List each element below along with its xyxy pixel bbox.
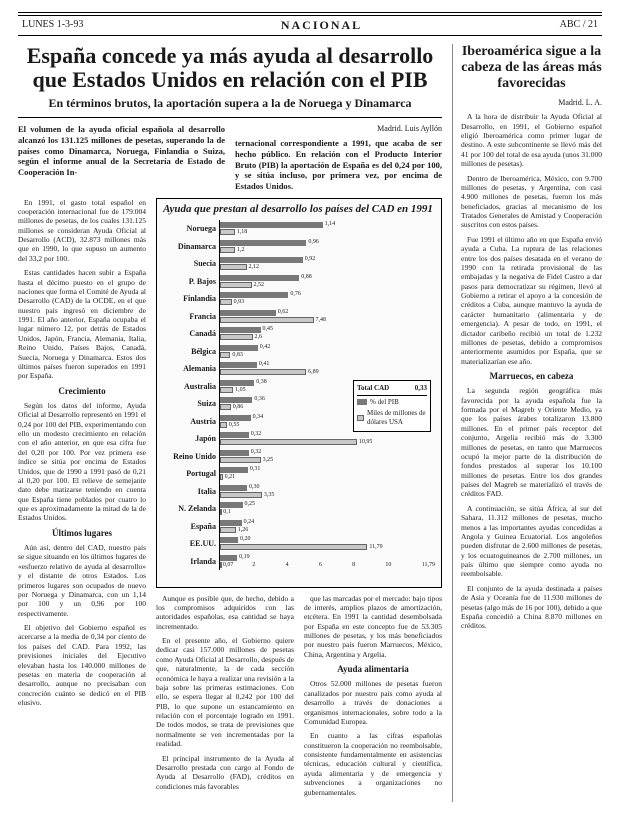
body-text: Fue 1991 el último año en que España env… [461, 235, 602, 366]
chart-row: Suecia0,922,12 [161, 255, 435, 273]
subhead-ultimos: Últimos lugares [18, 528, 146, 539]
chart-country-label: N. Zelanda [161, 504, 219, 514]
chart-bars: 0,961,2 [219, 238, 435, 256]
chart-bars: 0,190,07 [219, 553, 435, 571]
chart-row: Finlandia0,760,93 [161, 290, 435, 308]
body-text: Según los datos del informe, Ayuda Ofici… [18, 401, 146, 523]
chart-row: EE.UU.0,2011,79 [161, 535, 435, 553]
chart-country-label: Austria [161, 417, 219, 427]
chart-country-label: Italia [161, 487, 219, 497]
chart-bars: 0,760,93 [219, 290, 435, 308]
chart-country-label: Alemania [161, 364, 219, 374]
chart-bars: 1,141,18 [219, 220, 435, 238]
sidebar-column: Iberoamérica sigue a la cabeza de las ár… [452, 44, 602, 802]
body-text: Dentro de Iberoamérica, México, con 9.70… [461, 174, 602, 230]
chart-country-label: Canadá [161, 329, 219, 339]
page-number: ABC / 21 [560, 19, 598, 32]
subhead-ayuda: Ayuda alimentaria [304, 664, 442, 675]
chart-country-label: Suiza [161, 399, 219, 409]
body-text: A la hora de distribuir la Ayuda Oficial… [461, 112, 602, 168]
chart-bars: 0,882,52 [219, 273, 435, 291]
article-column-2: Aunque es posible que, de hecho, debido … [156, 594, 294, 802]
chart-country-label: P. Bajos [161, 277, 219, 287]
chart-legend: Total CAD 0,33% del PIBMiles de millones… [353, 380, 431, 432]
chart-row: Alemania0,416,89 [161, 360, 435, 378]
subhead-marruecos: Marruecos, en cabeza [461, 371, 602, 382]
lead-paragraph-1: El volumen de la ayuda oficial española … [18, 124, 225, 177]
chart-bars: 0,627,48 [219, 308, 435, 326]
body-text: La segunda región geográfica más favorec… [461, 386, 602, 499]
section-name: NACIONAL [281, 18, 362, 33]
chart-bars: 0,416,89 [219, 360, 435, 378]
chart-row: P. Bajos0,882,52 [161, 273, 435, 291]
chart-row: Noruega1,141,18 [161, 220, 435, 238]
body-text: A continuación, se sitúa África, al sur … [461, 504, 602, 579]
chart-row: España0,241,26 [161, 518, 435, 536]
chart-container: Ayuda que prestan al desarrollo los país… [156, 198, 442, 588]
chart-row: Dinamarca0,961,2 [161, 238, 435, 256]
chart-bars: 0,323,25 [219, 448, 435, 466]
chart-country-label: España [161, 522, 219, 532]
chart-bars: 0,2011,79 [219, 535, 435, 553]
chart-row: Irlanda0,190,07 [161, 553, 435, 571]
side-byline: Madrid. L. A. [461, 98, 602, 108]
chart-row: Canadá0,452,6 [161, 325, 435, 343]
chart-row: Japón0,3210,95 [161, 430, 435, 448]
chart-country-label: Portugal [161, 469, 219, 479]
article-column-1: En 1991, el gasto total español en coope… [18, 198, 146, 802]
chart-country-label: Bélgica [161, 347, 219, 357]
chart-bars: 0,420,83 [219, 343, 435, 361]
main-headline: España concede ya más ayuda al desarroll… [18, 44, 442, 92]
chart-country-label: Finlandia [161, 294, 219, 304]
body-text: El principal instrumento de la Ayuda al … [156, 754, 294, 792]
body-text: Aún así, dentro del CAD, nuestro país se… [18, 543, 146, 618]
article-column-3: que las marcadas por el mercado: bajo ti… [304, 594, 442, 802]
body-text: El objetivo del Gobierno español es acer… [18, 623, 146, 707]
chart-country-label: Dinamarca [161, 242, 219, 252]
chart-row: Bélgica0,420,83 [161, 343, 435, 361]
chart-area: Noruega1,141,18Dinamarca0,961,2Suecia0,9… [161, 220, 435, 560]
lead-paragraph-2: ternacional correspondiente a 1991, que … [235, 138, 442, 191]
chart-bars: 0,452,6 [219, 325, 435, 343]
masthead: LUNES 1-3-93 NACIONAL ABC / 21 [18, 15, 602, 36]
chart-bars: 0,3210,95 [219, 430, 435, 448]
side-headline: Iberoamérica sigue a la cabeza de las ár… [461, 44, 602, 92]
chart-country-label: Noruega [161, 224, 219, 234]
chart-country-label: Suecia [161, 259, 219, 269]
chart-country-label: Francia [161, 312, 219, 322]
body-text: Estas cantidades hacen subir a España ha… [18, 268, 146, 381]
body-text: En 1991, el gasto total español en coope… [18, 198, 146, 264]
chart-row: Portugal0,310,21 [161, 465, 435, 483]
chart-bars: 0,303,35 [219, 483, 435, 501]
byline: Madrid. Luis Ayllón [235, 124, 442, 134]
chart-country-label: Japón [161, 434, 219, 444]
body-text: Otros 52.000 millones de pesetas fueron … [304, 679, 442, 726]
chart-bars: 0,241,26 [219, 518, 435, 536]
chart-country-label: Australia [161, 382, 219, 392]
body-text: En cuanto a las cifras españolas constit… [304, 731, 442, 797]
chart-bars: 0,310,21 [219, 465, 435, 483]
chart-country-label: Irlanda [161, 557, 219, 567]
subhead-crecimiento: Crecimiento [18, 386, 146, 397]
sub-headline: En términos brutos, la aportación supera… [18, 96, 442, 118]
date: LUNES 1-3-93 [22, 19, 83, 32]
chart-row: Reino Unido0,323,25 [161, 448, 435, 466]
chart-country-label: EE.UU. [161, 539, 219, 549]
body-text: que las marcadas por el mercado: bajo ti… [304, 594, 442, 660]
chart-row: Francia0,627,48 [161, 308, 435, 326]
chart-row: Italia0,303,35 [161, 483, 435, 501]
body-text: Aunque es posible que, de hecho, debido … [156, 594, 294, 632]
body-text: El conjunto de la ayuda destinada a país… [461, 584, 602, 631]
body-text: En el presente año, el Gobierno quiere d… [156, 636, 294, 749]
chart-title: Ayuda que prestan al desarrollo los país… [161, 203, 435, 217]
chart-country-label: Reino Unido [161, 452, 219, 462]
chart-bars: 0,250,1 [219, 500, 435, 518]
chart-bars: 0,922,12 [219, 255, 435, 273]
main-column: España concede ya más ayuda al desarroll… [18, 44, 442, 802]
chart-row: N. Zelanda0,250,1 [161, 500, 435, 518]
